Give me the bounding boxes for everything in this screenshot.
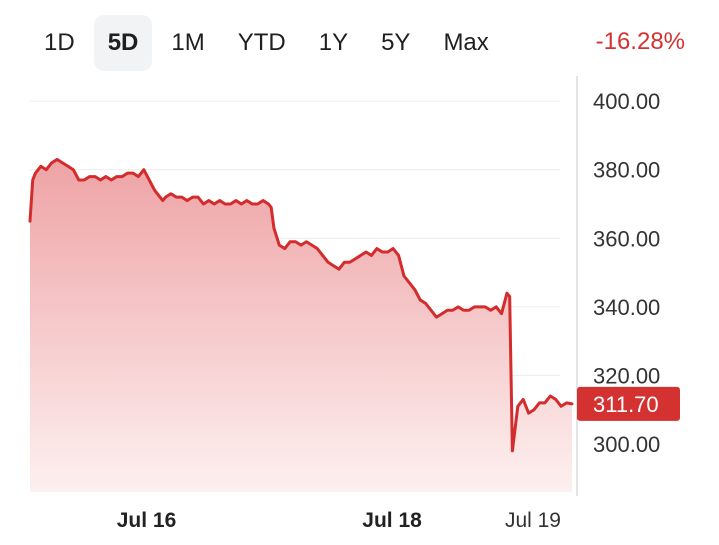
y-tick-label: 380.00	[593, 158, 660, 183]
tab-ytd[interactable]: YTD	[237, 29, 286, 56]
y-tick-label: 400.00	[593, 89, 660, 114]
tab-5y[interactable]: 5Y	[381, 29, 411, 56]
x-tick-label: Jul 16	[117, 509, 177, 532]
price-line	[28, 157, 574, 453]
x-tick-label: Jul 19	[505, 509, 561, 532]
y-tick-labels: 400.00 380.00 360.00 340.00 320.00 300.00	[593, 89, 660, 457]
tab-1y[interactable]: 1Y	[318, 29, 349, 56]
tab-max[interactable]: Max	[443, 29, 489, 56]
tab-1m[interactable]: 1M	[171, 29, 205, 56]
percent-change: -16.28%	[595, 28, 685, 55]
current-price-badge: 311.70	[577, 386, 680, 421]
x-tick-labels: Jul 16 Jul 18 Jul 19	[117, 509, 561, 532]
y-tick-label: 300.00	[593, 432, 660, 457]
price-area-fill	[30, 159, 572, 492]
y-tick-label: 340.00	[593, 295, 660, 320]
current-price-badge-bg	[577, 386, 680, 421]
tab-1d[interactable]: 1D	[44, 29, 75, 56]
y-tick-label: 320.00	[593, 363, 660, 388]
range-tabs: 1D 5D 1M YTD 1Y 5Y Max	[30, 14, 508, 72]
tab-5d[interactable]: 5D	[93, 15, 153, 71]
x-tick-label: Jul 18	[362, 509, 422, 532]
current-price-label: 311.70	[593, 392, 659, 417]
y-tick-label: 360.00	[593, 226, 660, 251]
